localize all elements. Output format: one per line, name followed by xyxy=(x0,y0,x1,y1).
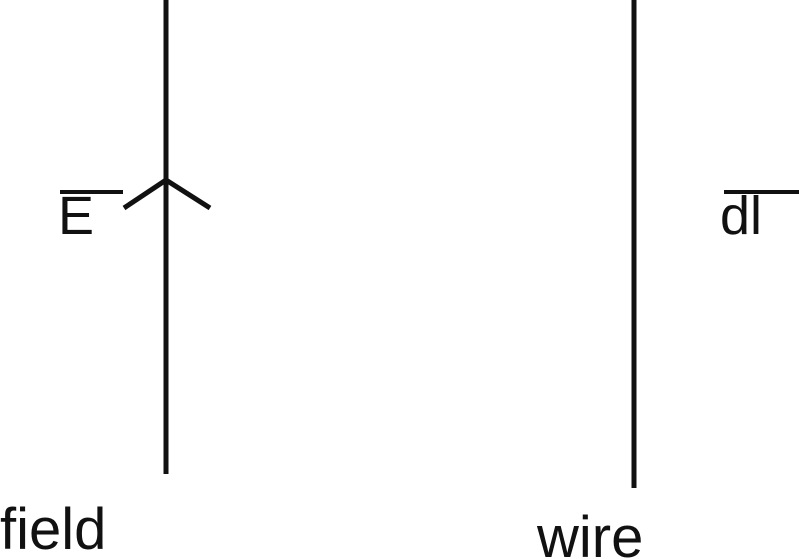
wire-vector-symbol: dl xyxy=(720,186,799,246)
wire-label: wire xyxy=(536,505,643,559)
field-symbol: E xyxy=(58,186,94,246)
field-label: field xyxy=(0,497,106,559)
field-vector-symbol: E xyxy=(58,186,123,246)
wire-symbol: dl xyxy=(720,186,762,246)
field-arrowhead xyxy=(122,177,212,211)
field-line-group xyxy=(122,0,212,474)
